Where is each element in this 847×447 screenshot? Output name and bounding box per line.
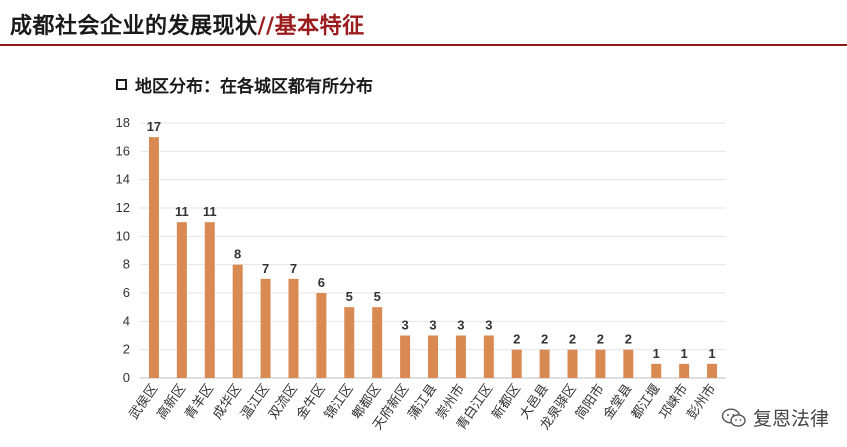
data-label: 6 [318, 275, 325, 290]
x-tick-label: 高新区 [154, 381, 189, 422]
bar [232, 264, 243, 378]
bar [316, 293, 327, 378]
data-label: 2 [541, 332, 548, 347]
data-label: 8 [234, 247, 241, 262]
y-tick-label: 16 [116, 143, 130, 158]
x-tick-label: 都江堰 [629, 382, 664, 423]
y-tick-label: 12 [116, 200, 130, 215]
data-label: 3 [485, 318, 492, 333]
bar [344, 307, 355, 378]
square-bullet-icon [116, 79, 127, 90]
bar [288, 278, 299, 378]
data-label: 7 [262, 261, 269, 276]
bar [455, 335, 466, 378]
x-tick-label: 双流区 [266, 382, 301, 423]
bar [511, 349, 522, 378]
bar [623, 349, 634, 378]
bar [372, 307, 383, 378]
x-tick-label: 温江区 [238, 382, 273, 423]
x-tick-label: 金牛区 [293, 381, 328, 422]
page-title: 成都社会企业的发展现状//基本特征 [10, 8, 365, 40]
bar [595, 349, 606, 378]
data-label: 3 [401, 318, 408, 333]
data-label: 3 [429, 318, 436, 333]
x-tick-label: 新都区 [489, 381, 524, 422]
data-label: 5 [346, 289, 353, 304]
data-label: 3 [457, 318, 464, 333]
x-tick-label: 彭州市 [684, 381, 719, 422]
data-label: 2 [513, 332, 520, 347]
title-divider [0, 44, 847, 46]
bar [707, 363, 718, 378]
y-tick-label: 2 [123, 342, 130, 357]
bar [679, 363, 690, 378]
y-tick-label: 14 [116, 172, 130, 187]
data-label: 2 [625, 332, 632, 347]
y-tick-label: 0 [123, 370, 130, 385]
data-label: 1 [708, 346, 715, 361]
wechat-icon [721, 407, 746, 427]
bar [176, 222, 187, 378]
data-label: 1 [681, 346, 688, 361]
data-label: 1 [653, 346, 660, 361]
bar [539, 349, 550, 378]
y-tick-label: 8 [123, 257, 130, 272]
title-main: 成都社会企业的发展现状 [10, 14, 258, 39]
bar [148, 137, 159, 378]
data-label: 2 [597, 332, 604, 347]
data-label: 2 [569, 332, 576, 347]
bar [567, 349, 578, 378]
x-tick-label: 锦江区 [322, 382, 357, 423]
data-label: 17 [147, 119, 161, 134]
chart-subtitle: 地区分布：在各城区都有所分布 [116, 72, 373, 97]
data-label: 11 [175, 204, 189, 219]
bar [428, 335, 438, 378]
x-tick-label: 金堂县 [600, 381, 635, 422]
title-sub: 基本特征 [274, 14, 365, 39]
chart-subtitle-text: 地区分布：在各城区都有所分布 [135, 77, 373, 97]
data-label: 11 [203, 204, 217, 219]
bar [260, 278, 271, 378]
y-tick-label: 6 [123, 285, 130, 300]
x-tick-label: 简阳市 [572, 381, 607, 422]
data-label: 5 [374, 289, 381, 304]
y-tick-label: 18 [116, 115, 130, 130]
x-tick-label: 蒲江县 [406, 382, 441, 423]
data-label: 7 [290, 261, 297, 276]
x-tick-label: 成华区 [210, 382, 245, 423]
title-separator: // [257, 14, 275, 39]
x-tick-label: 武侯区 [127, 382, 162, 423]
bar [651, 363, 662, 378]
y-tick-label: 4 [123, 313, 130, 328]
watermark: 复恩法律 [721, 404, 829, 431]
bar [483, 335, 494, 378]
bar [204, 222, 215, 378]
bar [400, 335, 411, 378]
x-tick-label: 邛崃市 [656, 381, 691, 422]
watermark-text: 复恩法律 [752, 408, 829, 430]
x-tick-label: 青羊区 [182, 381, 217, 422]
y-tick-label: 10 [116, 228, 130, 243]
